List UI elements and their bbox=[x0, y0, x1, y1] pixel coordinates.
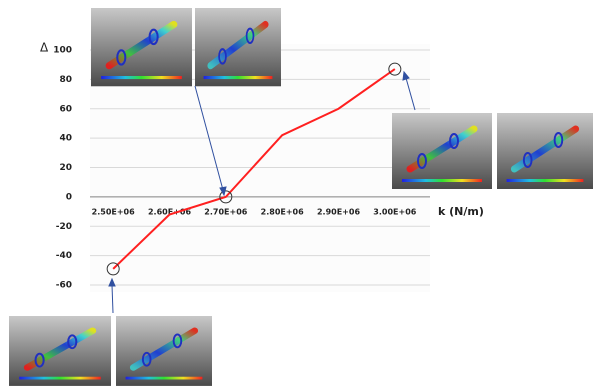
y-tick-label: -40 bbox=[56, 251, 72, 261]
x-axis-title: k (N/m) bbox=[438, 205, 484, 218]
x-tick-label: 3.00E+06 bbox=[373, 207, 416, 216]
y-tick-label: -60 bbox=[56, 281, 72, 291]
y-tick-label: -20 bbox=[56, 222, 72, 232]
x-tick-label: 2.70E+06 bbox=[204, 207, 247, 216]
y-tick-label: 0 bbox=[66, 192, 72, 202]
y-tick-label: 100 bbox=[53, 46, 72, 56]
x-tick-label: 2.50E+06 bbox=[92, 207, 135, 216]
x-tick-label: 2.90E+06 bbox=[317, 207, 360, 216]
chart: -60-40-200204060801002.50E+062.60E+062.7… bbox=[0, 0, 599, 389]
y-tick-label: 80 bbox=[59, 75, 72, 85]
y-tick-label: 20 bbox=[59, 163, 72, 173]
y-axis-title: Δ bbox=[40, 41, 49, 55]
y-tick-label: 60 bbox=[59, 104, 72, 114]
x-tick-label: 2.80E+06 bbox=[261, 207, 304, 216]
y-tick-label: 40 bbox=[59, 134, 72, 144]
